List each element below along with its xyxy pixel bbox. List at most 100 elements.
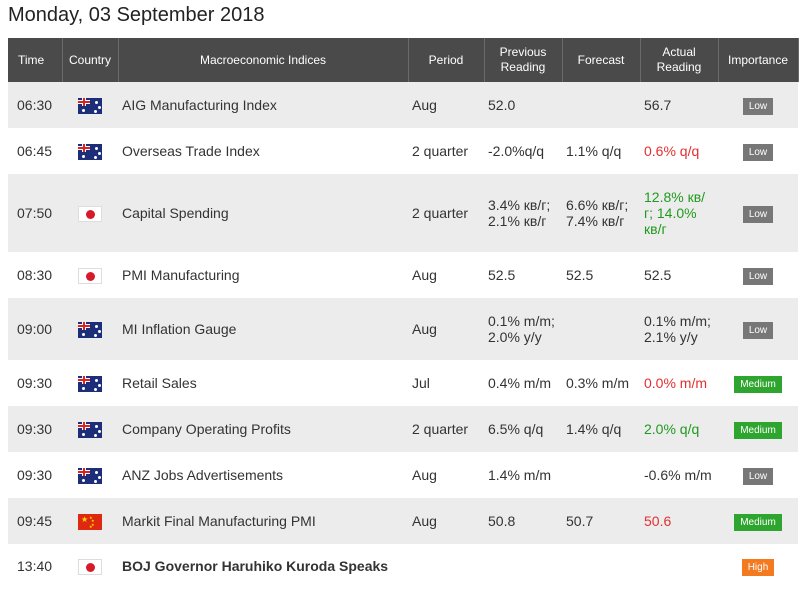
cell-actual: 56.7	[640, 82, 718, 128]
cell-country	[62, 298, 118, 360]
cell-country	[62, 128, 118, 174]
cell-importance: High	[718, 544, 798, 588]
cell-period: Aug	[408, 452, 484, 498]
cell-country	[62, 452, 118, 498]
table-row[interactable]: 09:30 Retail Sales Jul 0.4% m/m 0.3% m/m 0.0%…	[8, 360, 798, 406]
cell-time: 06:45	[8, 128, 62, 174]
cell-forecast: 1.4% q/q	[562, 406, 640, 452]
importance-badge: Low	[742, 205, 774, 223]
column-header-time[interactable]: Time	[8, 38, 63, 82]
cell-previous: 52.0	[484, 82, 562, 128]
cell-previous: 0.1% m/m; 2.0% y/y	[484, 298, 562, 360]
cell-period	[408, 544, 484, 588]
cell-actual: 52.5	[640, 252, 718, 298]
table-row[interactable]: 06:30 AIG Manufacturing Index Aug 52.0 56.7 L…	[8, 82, 798, 128]
cell-period: Aug	[408, 498, 484, 544]
importance-badge: Low	[742, 267, 774, 285]
japan-flag-icon	[78, 558, 102, 575]
china-flag-icon: ★ ★ ★ ★ ★	[78, 513, 102, 530]
cell-previous: 6.5% q/q	[484, 406, 562, 452]
cell-importance: Low	[718, 298, 798, 360]
table-body: 06:30 AIG Manufacturing Index Aug 52.0 56.7 L…	[8, 82, 798, 588]
australia-flag-icon	[78, 321, 102, 338]
australia-flag-icon	[78, 97, 102, 114]
table-row[interactable]: 08:30 PMI Manufacturing Aug 52.5 52.5 52.5 Low	[8, 252, 798, 298]
column-header-actual[interactable]: Actual Reading	[640, 38, 719, 82]
cell-importance: Medium	[718, 498, 798, 544]
cell-country	[62, 174, 118, 252]
cell-indicator[interactable]: MI Inflation Gauge	[118, 298, 408, 360]
cell-forecast	[562, 298, 640, 360]
cell-forecast	[562, 544, 640, 588]
cell-forecast	[562, 452, 640, 498]
column-header-period[interactable]: Period	[408, 38, 485, 82]
australia-flag-icon	[78, 467, 102, 484]
cell-indicator[interactable]: Overseas Trade Index	[118, 128, 408, 174]
table-row[interactable]: 09:45 ★ ★ ★ ★ ★ Markit Final Manufacturing PMI…	[8, 498, 798, 544]
table-row[interactable]: 06:45 Overseas Trade Index 2 quarter -2.0%q…	[8, 128, 798, 174]
importance-badge: Low	[742, 143, 774, 161]
australia-flag-icon	[78, 143, 102, 160]
page-title: Monday, 03 September 2018	[8, 4, 265, 26]
cell-time: 06:30	[8, 82, 62, 128]
importance-badge: Low	[742, 97, 774, 115]
cell-importance: Low	[718, 82, 798, 128]
cell-country	[62, 252, 118, 298]
cell-importance: Medium	[718, 360, 798, 406]
cell-previous: 3.4% кв/г; 2.1% кв/г	[484, 174, 562, 252]
cell-indicator[interactable]: Company Operating Profits	[118, 406, 408, 452]
cell-country	[62, 544, 118, 588]
cell-importance: Medium	[718, 406, 798, 452]
cell-indicator[interactable]: Markit Final Manufacturing PMI	[118, 498, 408, 544]
cell-time: 09:45	[8, 498, 62, 544]
cell-previous	[484, 544, 562, 588]
cell-previous: 50.8	[484, 498, 562, 544]
cell-actual: 50.6	[640, 498, 718, 544]
cell-period: Jul	[408, 360, 484, 406]
cell-previous: 52.5	[484, 252, 562, 298]
cell-forecast: 52.5	[562, 252, 640, 298]
cell-country	[62, 360, 118, 406]
japan-flag-icon	[78, 205, 102, 222]
cell-indicator[interactable]: Retail Sales	[118, 360, 408, 406]
cell-period: 2 quarter	[408, 128, 484, 174]
cell-time: 09:30	[8, 406, 62, 452]
cell-importance: Low	[718, 452, 798, 498]
column-header-previous[interactable]: Previous Reading	[484, 38, 563, 82]
importance-badge: High	[741, 558, 775, 576]
table-row[interactable]: 13:40 BOJ Governor Haruhiko Kuroda Speaks…	[8, 544, 798, 588]
cell-time: 07:50	[8, 174, 62, 252]
cell-forecast	[562, 82, 640, 128]
cell-indicator[interactable]: Capital Spending	[118, 174, 408, 252]
cell-importance: Low	[718, 174, 798, 252]
table-row[interactable]: 09:00 MI Inflation Gauge Aug 0.1% m/m; 2.0%…	[8, 298, 798, 360]
column-header-country[interactable]: Country	[62, 38, 119, 82]
cell-previous: 1.4% m/m	[484, 452, 562, 498]
cell-actual: 0.6% q/q	[640, 128, 718, 174]
cell-country	[62, 406, 118, 452]
column-header-forecast[interactable]: Forecast	[562, 38, 641, 82]
column-header-indicator[interactable]: Macroeconomic Indices	[118, 38, 409, 82]
cell-importance: Low	[718, 128, 798, 174]
cell-indicator[interactable]: ANZ Jobs Advertisements	[118, 452, 408, 498]
table-row[interactable]: 09:30 Company Operating Profits 2 quarter 6…	[8, 406, 798, 452]
cell-forecast: 6.6% кв/г; 7.4% кв/г	[562, 174, 640, 252]
column-header-importance[interactable]: Importance	[718, 38, 799, 82]
table-row[interactable]: 07:50 Capital Spending 2 quarter 3.4% кв/г;…	[8, 174, 798, 252]
cell-country	[62, 82, 118, 128]
cell-actual: 0.1% m/m; 2.1% y/y	[640, 298, 718, 360]
australia-flag-icon	[78, 375, 102, 392]
economic-calendar-table: Time Country Macroeconomic Indices Perio…	[8, 38, 799, 588]
australia-flag-icon	[78, 421, 102, 438]
cell-indicator[interactable]: AIG Manufacturing Index	[118, 82, 408, 128]
cell-indicator[interactable]: BOJ Governor Haruhiko Kuroda Speaks	[118, 544, 408, 588]
cell-actual: 2.0% q/q	[640, 406, 718, 452]
table-row[interactable]: 09:30 ANZ Jobs Advertisements Aug 1.4% m/m -…	[8, 452, 798, 498]
table-header: Time Country Macroeconomic Indices Perio…	[8, 38, 799, 82]
cell-actual	[640, 544, 718, 588]
cell-indicator[interactable]: PMI Manufacturing	[118, 252, 408, 298]
cell-time: 13:40	[8, 544, 62, 588]
cell-time: 09:30	[8, 452, 62, 498]
cell-period: Aug	[408, 298, 484, 360]
importance-badge: Low	[742, 467, 774, 485]
